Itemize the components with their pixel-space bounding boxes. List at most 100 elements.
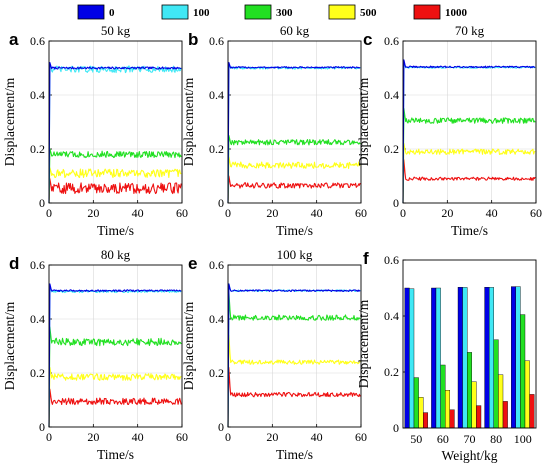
x-tick-label: 100 xyxy=(514,432,532,446)
x-tick-label: 20 xyxy=(266,430,278,444)
bar xyxy=(457,287,463,429)
panel-d: d 80 kg 0 0.2 0.4 0.6 0 20 40 60 Time/s Displacemen… xyxy=(2,247,188,462)
bar xyxy=(520,314,526,429)
series-line xyxy=(227,175,361,204)
y-tick-label: 0.4 xyxy=(209,312,224,326)
y-tick-label: 0.2 xyxy=(30,366,45,380)
legend-label: 500 xyxy=(360,7,377,19)
panel-title: 70 kg xyxy=(455,23,485,38)
panel-letter: e xyxy=(188,254,197,273)
panel-title: 80 kg xyxy=(101,247,131,262)
y-tick-label: 0 xyxy=(39,196,45,210)
x-tick-label: 20 xyxy=(87,206,99,220)
bar xyxy=(431,287,437,429)
legend: 0 100 300 500 1000 xyxy=(77,4,468,20)
panel-title: 100 kg xyxy=(277,247,313,262)
plot-frame xyxy=(48,40,183,204)
series-line xyxy=(227,367,361,428)
legend-item: 500 xyxy=(328,4,377,20)
x-axis-label: Time/s xyxy=(97,447,134,462)
series-line xyxy=(402,59,536,204)
series-line xyxy=(48,62,182,204)
plot-frame xyxy=(227,264,362,428)
y-axis-label: Displacement/m xyxy=(356,77,371,166)
bar xyxy=(511,286,517,429)
bar xyxy=(515,286,521,429)
series-line xyxy=(227,62,361,204)
x-tick-label: 60 xyxy=(176,206,188,220)
y-tick-label: 0.4 xyxy=(209,88,224,102)
x-tick-label: 40 xyxy=(132,206,144,220)
panel-f: f 0 0.2 0.4 0.6 50 60 70 80 100 Weight/kg Displacem… xyxy=(356,249,537,463)
x-axis-label: Time/s xyxy=(97,223,134,238)
panels: a 50 kg 0 0.2 0.4 0.6 0 20 40 60 Time/s Displacemen… xyxy=(2,23,542,463)
bar xyxy=(440,364,446,429)
series-line xyxy=(402,159,536,204)
x-tick-label: 20 xyxy=(87,430,99,444)
y-tick-label: 0.6 xyxy=(209,258,224,272)
panel-letter: f xyxy=(363,249,369,268)
series-line xyxy=(48,167,182,204)
bar xyxy=(449,409,455,429)
panel-b: b 60 kg 0 0.2 0.4 0.6 0 20 40 60 Time/s Displacemen… xyxy=(181,23,367,238)
legend-item: 0 xyxy=(77,4,115,20)
series-line xyxy=(227,283,361,428)
series-line xyxy=(48,283,182,428)
y-tick-label: 0.4 xyxy=(384,88,399,102)
y-axis-label: Displacement/m xyxy=(356,299,371,388)
series-line xyxy=(227,291,361,428)
legend-item: 300 xyxy=(244,4,293,20)
y-tick-label: 0.2 xyxy=(384,365,399,379)
x-axis-label: Time/s xyxy=(276,223,313,238)
y-tick-label: 0.6 xyxy=(384,253,399,267)
legend-swatch xyxy=(77,4,105,20)
x-tick-label: 40 xyxy=(311,206,323,220)
legend-item: 1000 xyxy=(413,4,468,20)
y-tick-label: 0.2 xyxy=(209,142,224,156)
series-line xyxy=(48,148,182,204)
x-tick-label: 40 xyxy=(132,430,144,444)
series-line xyxy=(227,134,361,204)
bar xyxy=(529,394,535,429)
panel-a: a 50 kg 0 0.2 0.4 0.6 0 20 40 60 Time/s Displacemen… xyxy=(2,23,188,238)
plot-frame xyxy=(48,264,183,428)
x-tick-label: 50 xyxy=(410,432,422,446)
x-tick-label: 60 xyxy=(355,206,367,220)
bar xyxy=(413,377,419,429)
legend-label: 300 xyxy=(276,7,293,19)
panel-e: e 100 kg 0 0.2 0.4 0.6 0 20 40 60 Time/s Displaceme… xyxy=(181,247,367,462)
y-tick-label: 0 xyxy=(393,421,399,435)
x-tick-label: 0 xyxy=(46,206,52,220)
y-tick-label: 0.6 xyxy=(209,34,224,48)
y-tick-label: 0.2 xyxy=(209,366,224,380)
bar xyxy=(467,352,473,429)
series-line xyxy=(402,62,536,204)
series-line xyxy=(402,143,536,204)
x-tick-label: 80 xyxy=(490,432,502,446)
y-tick-label: 0 xyxy=(39,420,45,434)
bar xyxy=(435,287,441,429)
series-line xyxy=(227,156,361,204)
x-axis-label: Time/s xyxy=(276,447,313,462)
x-tick-label: 40 xyxy=(311,430,323,444)
legend-label: 0 xyxy=(109,7,115,19)
bar xyxy=(462,287,468,429)
plot-frame xyxy=(402,40,537,204)
series-line xyxy=(48,64,182,204)
panel-letter: b xyxy=(188,30,198,49)
y-tick-label: 0 xyxy=(218,420,224,434)
y-tick-label: 0.4 xyxy=(30,312,45,326)
legend-swatch xyxy=(328,4,356,20)
y-tick-label: 0.6 xyxy=(30,34,45,48)
legend-swatch xyxy=(161,4,189,20)
panel-c: c 70 kg 0 0.2 0.4 0.6 0 20 40 60 Time/s Displacemen… xyxy=(356,23,542,238)
plot-frame xyxy=(402,259,537,429)
bar xyxy=(404,287,410,429)
y-axis-label: Displacement/m xyxy=(181,301,196,390)
bar xyxy=(489,287,495,429)
x-tick-label: 20 xyxy=(441,206,453,220)
y-tick-label: 0.6 xyxy=(384,34,399,48)
panel-title: 60 kg xyxy=(280,23,310,38)
series-line xyxy=(402,107,536,204)
